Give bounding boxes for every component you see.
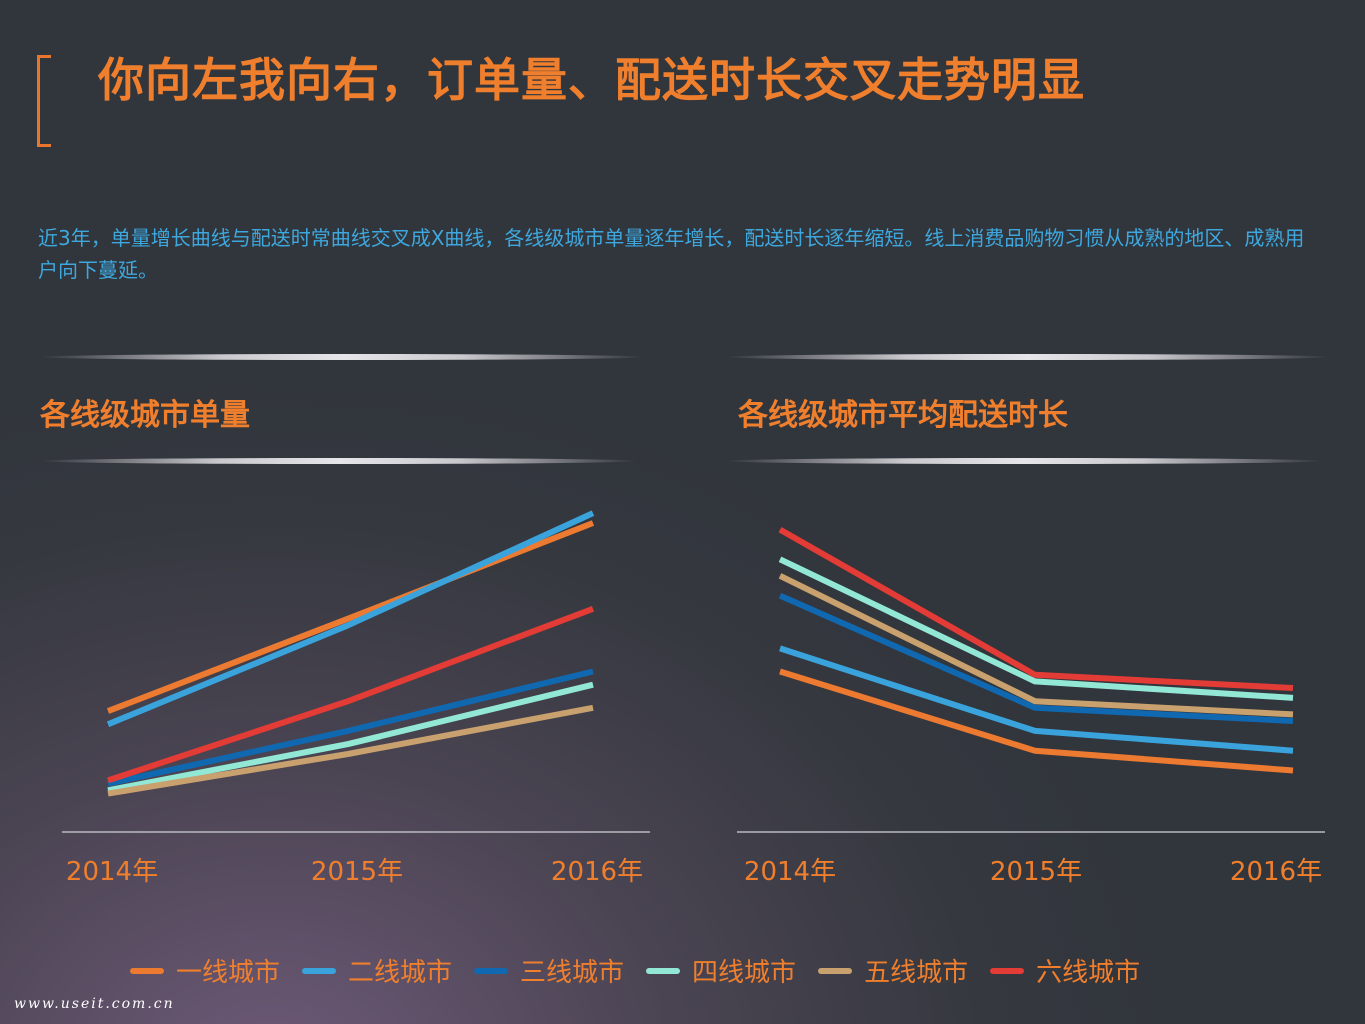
watermark: www.useit.com.cn	[14, 996, 175, 1012]
series-line-3	[107, 668, 594, 787]
legend-item: 六线城市	[990, 952, 1140, 989]
divider-left-top	[40, 354, 645, 360]
chart-title-delivery: 各线级城市平均配送时长	[738, 398, 1068, 433]
legend-swatch	[302, 967, 337, 974]
legend-label: 五线城市	[864, 958, 969, 988]
x-tick-label: 2015年	[990, 857, 1082, 887]
legend-item: 四线城市	[646, 952, 796, 989]
x-tick-label: 2015年	[311, 857, 403, 887]
legend-label: 二线城市	[348, 958, 453, 988]
divider-right-bottom	[725, 458, 1323, 464]
series-line-3	[778, 592, 1294, 724]
series-line-5	[778, 573, 1294, 718]
series-line-2	[779, 645, 1294, 754]
legend-label: 六线城市	[1036, 958, 1141, 988]
chart-delivery: 2014年 2015年 2016年	[737, 526, 1325, 887]
legend-swatch	[474, 967, 509, 974]
legend-label: 一线城市	[176, 958, 281, 988]
chart-title-orders: 各线级城市单量	[40, 398, 250, 433]
x-tick-label: 2016年	[1230, 857, 1322, 887]
series-line-4	[778, 556, 1294, 701]
divider-right-top	[725, 354, 1330, 360]
x-tick-label: 2014年	[744, 857, 836, 887]
legend-swatch	[990, 967, 1025, 974]
series-line-6	[778, 526, 1294, 691]
x-tick-label: 2016年	[551, 857, 643, 887]
legend-item: 一线城市	[130, 952, 280, 989]
legend-item: 二线城市	[302, 952, 452, 989]
series-line-6	[107, 605, 595, 784]
legend-item: 三线城市	[474, 952, 624, 989]
legend-swatch	[646, 967, 681, 974]
legend-swatch	[818, 967, 853, 974]
legend-item: 五线城市	[818, 952, 968, 989]
title-bracket	[37, 55, 51, 147]
legend-swatch	[130, 967, 164, 974]
series-line-5	[107, 704, 594, 797]
series-line-1	[779, 668, 1294, 774]
divider-left-bottom	[40, 458, 638, 464]
legend: 一线城市 二线城市 三线城市 四线城市 五线城市 六线城市	[130, 952, 1140, 989]
chart-orders: 2014年 2015年 2016年	[62, 510, 650, 887]
series-line-4	[107, 681, 594, 794]
description: 近3年，单量增长曲线与配送时常曲线交叉成X曲线，各线级城市单量逐年增长，配送时长…	[38, 226, 1305, 282]
series-line-2	[106, 510, 595, 728]
x-tick-label: 2014年	[66, 857, 158, 887]
legend-label: 四线城市	[692, 958, 797, 988]
legend-label: 三线城市	[520, 958, 625, 988]
page-title: 你向左我向右，订单量、配送时长交叉走势明显	[98, 53, 1085, 107]
series-line-1	[106, 520, 595, 714]
